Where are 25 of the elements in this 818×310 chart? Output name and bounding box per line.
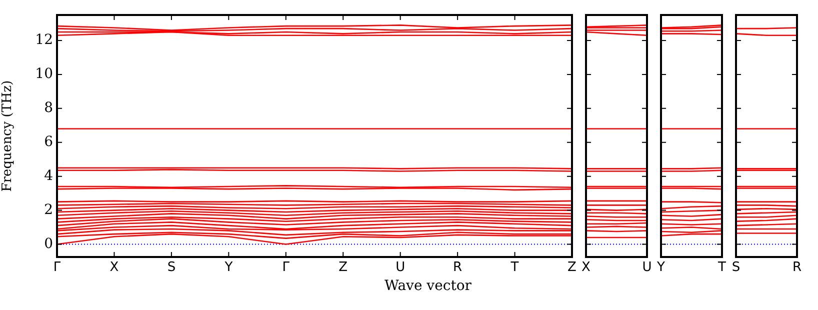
x-tick-label: Z <box>338 260 348 276</box>
y-tick-label: 8 <box>44 100 53 116</box>
x-tick-label: S <box>732 260 740 276</box>
x-tick-label: R <box>453 260 462 276</box>
x-tick-label: T <box>717 260 726 276</box>
x-tick-label: Γ <box>53 260 62 276</box>
x-tick-label: U <box>642 260 652 276</box>
x-tick-label: Y <box>656 260 666 276</box>
y-tick-label: 6 <box>44 134 54 150</box>
x-tick-label: T <box>510 260 519 276</box>
y-tick-label: 10 <box>35 66 53 82</box>
x-tick-label: Γ <box>282 260 290 276</box>
y-tick-label: 2 <box>44 202 53 218</box>
x-tick-label: S <box>167 260 176 276</box>
y-axis-title: Frequency (THz) <box>0 80 16 192</box>
x-tick-label: X <box>582 260 591 276</box>
y-tick-label: 12 <box>35 32 53 48</box>
x-tick-label: Z <box>568 260 577 276</box>
x-tick-label: U <box>396 260 406 276</box>
y-tick-label: 4 <box>44 168 54 184</box>
x-tick-label: R <box>792 260 802 276</box>
x-tick-label: X <box>110 260 119 276</box>
x-axis-title: Wave vector <box>384 278 472 294</box>
x-tick-label: Y <box>224 260 233 276</box>
y-tick-label: 0 <box>44 236 53 252</box>
